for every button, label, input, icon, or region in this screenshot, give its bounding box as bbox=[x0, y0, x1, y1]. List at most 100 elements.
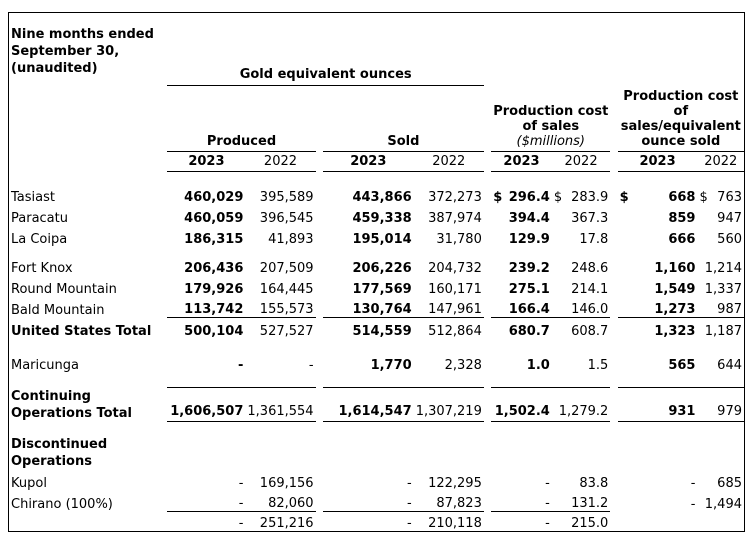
cell-sold-2022: 147,961 bbox=[413, 296, 484, 318]
spacer-cell bbox=[484, 470, 491, 491]
spacer-cell bbox=[484, 491, 491, 512]
spacer-cell bbox=[484, 255, 491, 276]
cell-sold-2023: 206,226 bbox=[352, 260, 412, 276]
cell-sold-2023: 514,559 bbox=[352, 323, 412, 339]
spacer-cell bbox=[316, 205, 323, 226]
spacer-cell bbox=[484, 226, 491, 247]
cost-header-line-3: ($millions) bbox=[516, 134, 586, 149]
gap-row bbox=[9, 172, 745, 184]
cell-cost-2022: 608.7 bbox=[571, 323, 609, 339]
row-discontinued-total: - 251,216 - 210,118 - 215.0 bbox=[9, 512, 745, 532]
year-2023: 2023 bbox=[322, 151, 414, 172]
cell-ounce-2023: 1,273 bbox=[617, 296, 698, 318]
row-kupol: Kupol - 169,156 - 122,295 - 83.8 - 685 bbox=[9, 470, 745, 491]
spacer-cell bbox=[610, 470, 617, 491]
header-sold: Sold bbox=[322, 85, 484, 152]
cell-sold-2022: 31,780 bbox=[436, 231, 482, 247]
cell-ounce-2023: $668 bbox=[618, 184, 698, 205]
cell-ounce-2023: 666 bbox=[668, 231, 696, 247]
cell-ounce-2023: - bbox=[690, 496, 696, 512]
spacer-cell bbox=[316, 318, 323, 339]
cell-cost-2022: 214.1 bbox=[571, 281, 609, 297]
cell-ounce-2023: - bbox=[690, 475, 696, 491]
row-label: Paracatu bbox=[11, 210, 68, 226]
cell-ounce-2022: 947 bbox=[717, 210, 742, 226]
cell-sold-2022: 387,974 bbox=[428, 210, 482, 226]
cell-ounce-2022: 1,337 bbox=[704, 281, 742, 297]
cell-cost-2023: - bbox=[545, 475, 550, 491]
spacer-cell bbox=[484, 512, 491, 532]
cell-produced-2023: - bbox=[237, 357, 244, 373]
spacer-cell bbox=[316, 470, 323, 491]
cell-cost-2023: $296.4 bbox=[491, 184, 552, 205]
cell-produced-2023: - bbox=[238, 475, 244, 491]
row-bald-mountain: Bald Mountain 113,742 155,573 130,764 14… bbox=[9, 296, 745, 318]
cell-sold-2022: 2,328 bbox=[444, 357, 482, 373]
cell-value: 763 bbox=[717, 189, 742, 205]
cell-ounce-2023: 859 bbox=[668, 210, 696, 226]
cell-produced-2022: - bbox=[308, 357, 314, 373]
cell-ounce-2022: 560 bbox=[717, 231, 742, 247]
cell-value: 283.9 bbox=[571, 189, 609, 205]
spacer-cell bbox=[610, 276, 617, 297]
cell-cost-2023: 394.4 bbox=[508, 210, 550, 226]
spacer-cell bbox=[9, 422, 745, 436]
cell-ounce-2022: 1,187 bbox=[704, 323, 742, 339]
cell-sold-2022: 87,823 bbox=[413, 490, 484, 512]
spacer-cell bbox=[9, 339, 745, 352]
cell-sold-2023: 195,014 bbox=[352, 231, 412, 247]
spacer-cell bbox=[484, 13, 491, 86]
row-maricunga: Maricunga - - 1,770 2,328 1.0 1.5 565 64… bbox=[9, 352, 745, 373]
cell-cost-2022: $283.9 bbox=[552, 184, 610, 205]
cell-sold-2023: - bbox=[406, 516, 412, 531]
cell-produced-2023: 206,436 bbox=[184, 260, 244, 276]
title-line-1: Nine months ended bbox=[11, 27, 154, 42]
row-united-states-total: United States Total 500,104 527,527 514,… bbox=[9, 318, 745, 339]
cell-ounce-2023: 1,323 bbox=[654, 323, 696, 339]
spacer-cell bbox=[484, 184, 491, 205]
cell-cost-2023: 1.0 bbox=[526, 357, 550, 373]
spacer-cell bbox=[610, 152, 617, 172]
row-label: Maricunga bbox=[11, 357, 79, 373]
cell-ounce-2022: 1,494 bbox=[704, 496, 742, 512]
cell-produced-2022: 207,509 bbox=[259, 260, 314, 276]
row-label: Round Mountain bbox=[11, 281, 117, 297]
cell-sold-2022: 122,295 bbox=[428, 475, 482, 491]
cell-produced-2022: 155,573 bbox=[245, 296, 316, 318]
spacer-cell bbox=[610, 352, 617, 373]
cell-sold-2022: 210,118 bbox=[428, 516, 482, 531]
cell-cost-2023: 129.9 bbox=[508, 231, 550, 247]
ounce-header-line-2: of bbox=[673, 104, 689, 119]
financial-table: Nine months ended September 30, (unaudit… bbox=[8, 12, 745, 532]
label-line-2: Operations bbox=[11, 453, 92, 469]
cell-ounce-2022: 1,214 bbox=[704, 260, 742, 276]
header-production-cost-per-ounce: Production cost of sales/equivalent ounc… bbox=[617, 12, 745, 152]
year-2022: 2022 bbox=[245, 151, 316, 172]
cell-ounce-2022: $763 bbox=[697, 184, 744, 205]
spacer-cell bbox=[316, 388, 323, 422]
spacer-cell bbox=[484, 352, 491, 373]
cell-sold-2023: - bbox=[406, 475, 412, 491]
spacer-cell bbox=[610, 255, 617, 276]
cell-cost-2022: 17.8 bbox=[579, 231, 609, 247]
cost-header-line-1: Production cost bbox=[493, 104, 609, 119]
gap-row bbox=[9, 247, 745, 255]
cell-cost-2023: - bbox=[491, 490, 552, 512]
cell-produced-2022: 82,060 bbox=[245, 490, 316, 512]
spacer-cell bbox=[316, 86, 323, 152]
cell-sold-2023: 1,614,547 bbox=[322, 387, 414, 422]
cell-ounce-2022: 644 bbox=[717, 357, 742, 373]
spacer-cell bbox=[610, 388, 617, 422]
year-2023: 2023 bbox=[167, 151, 246, 172]
cell-cost-2023: 1,502.4 bbox=[491, 387, 552, 422]
row-label: United States Total bbox=[11, 323, 152, 339]
ounce-header-line-4: ounce sold bbox=[641, 134, 721, 149]
title-line-3: (unaudited) bbox=[11, 61, 98, 76]
spacer-cell bbox=[610, 226, 617, 247]
gap-row bbox=[9, 339, 745, 352]
cell-produced-2023: 460,059 bbox=[184, 210, 244, 226]
row-round-mountain: Round Mountain 179,926 164,445 177,569 1… bbox=[9, 276, 745, 297]
gap-row bbox=[9, 373, 745, 388]
cell-ounce-2022: 685 bbox=[717, 475, 742, 491]
row-chirano: Chirano (100%) - 82,060 - 87,823 - 131.2… bbox=[9, 490, 745, 512]
